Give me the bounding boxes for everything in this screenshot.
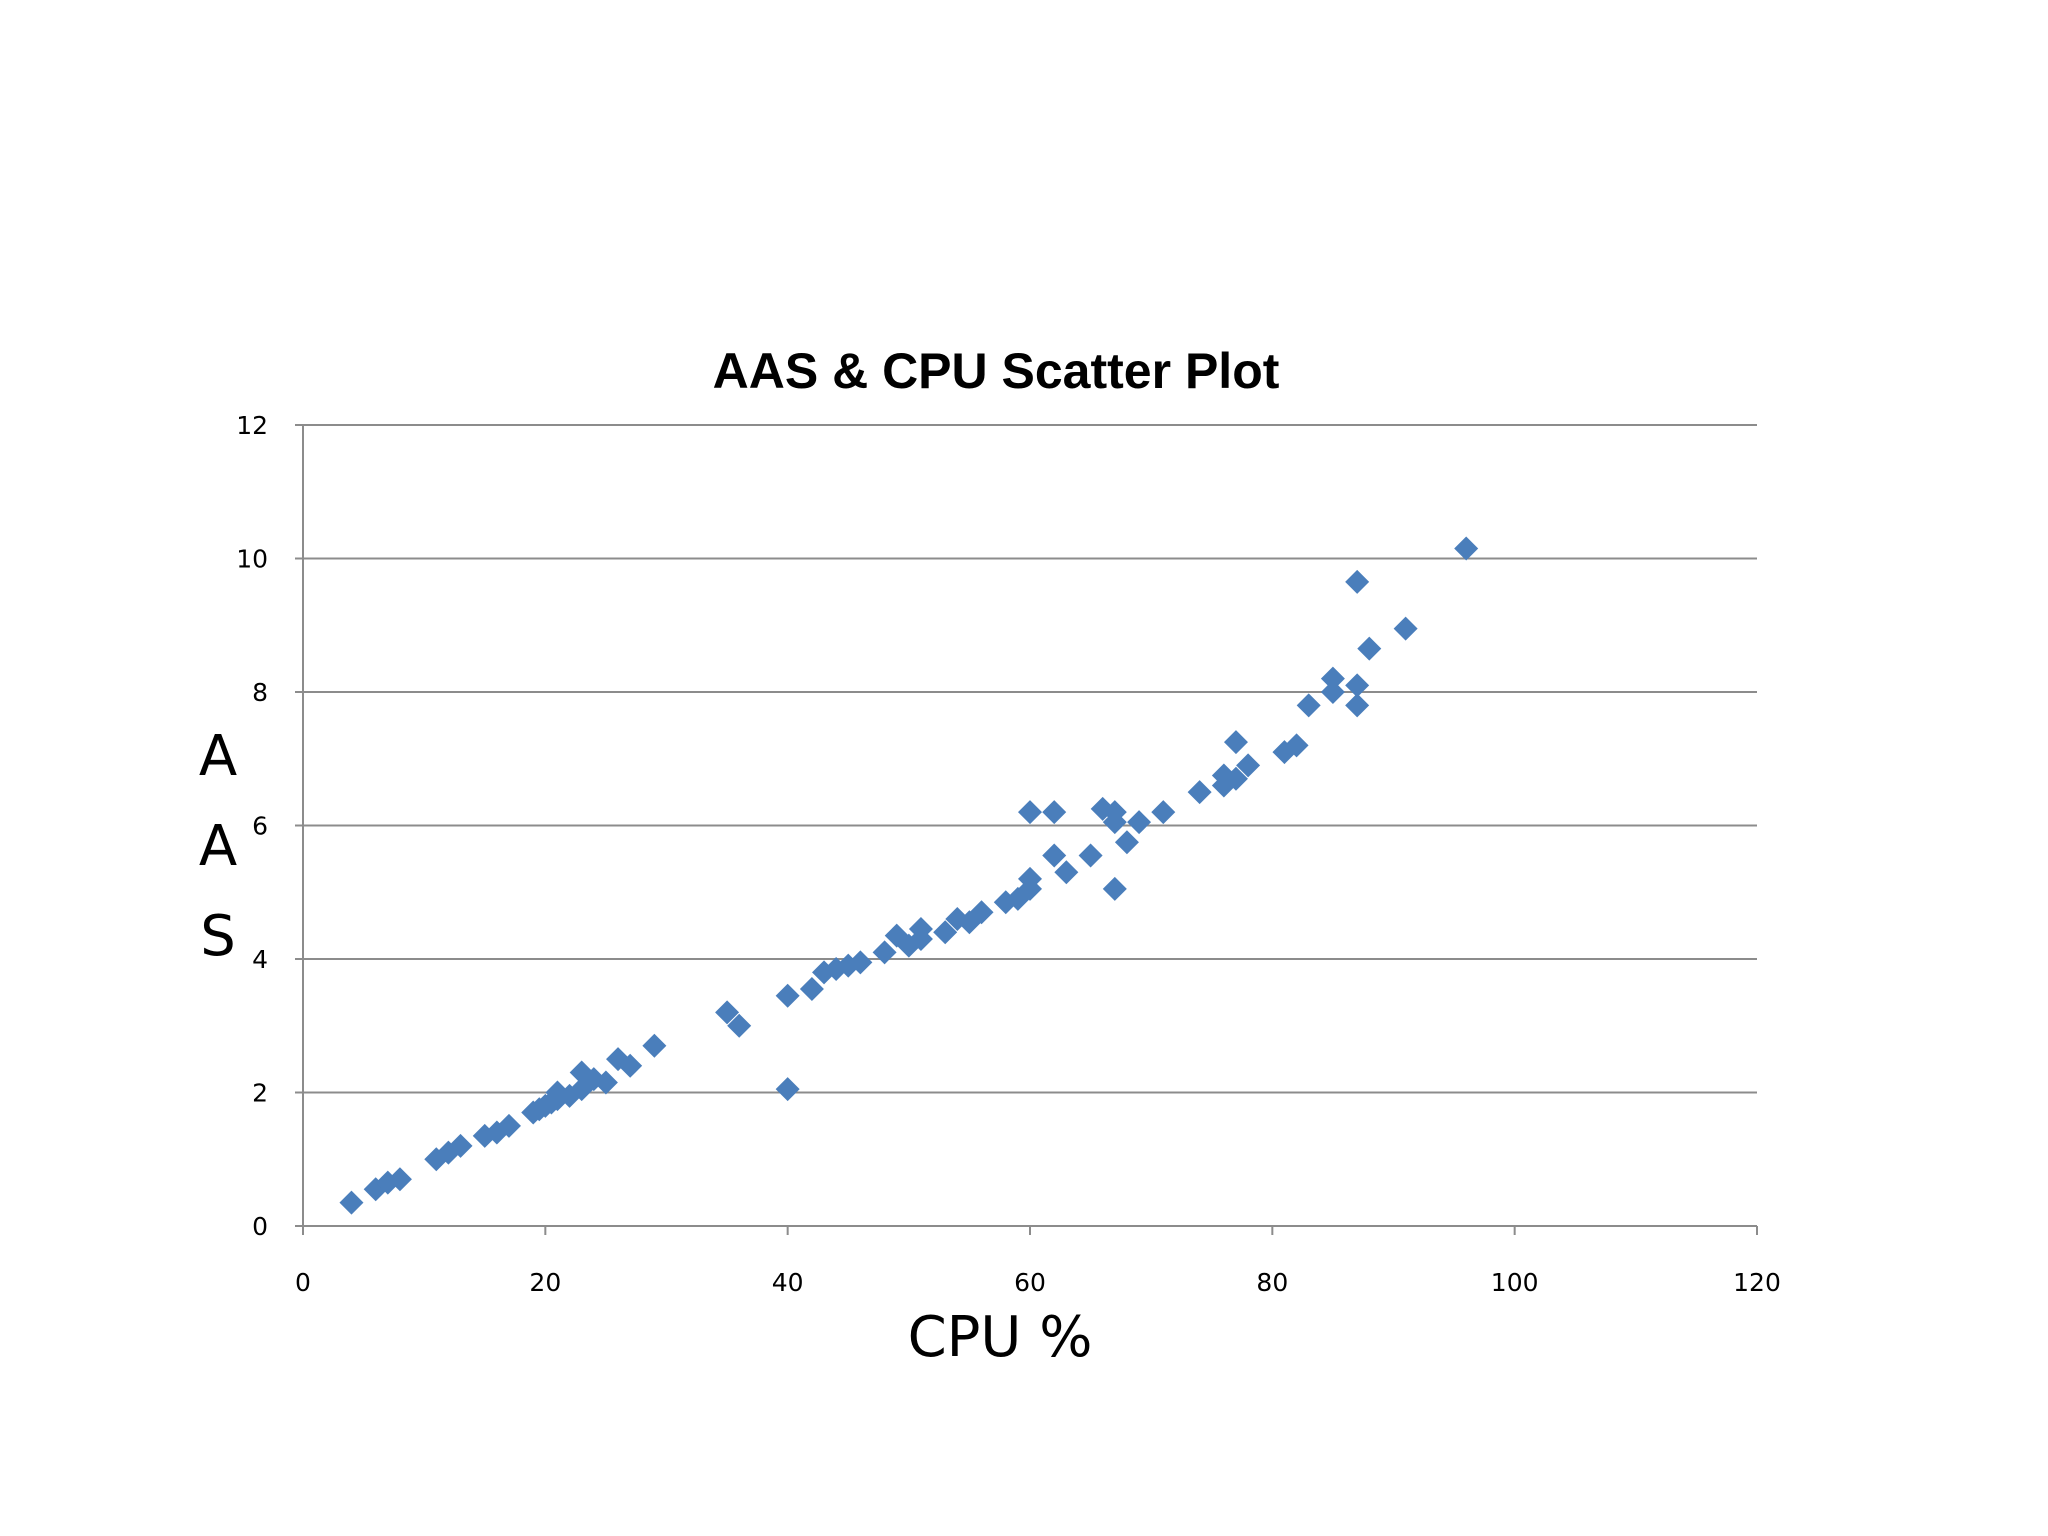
data-point — [1054, 860, 1079, 885]
data-point — [1320, 680, 1345, 704]
axes — [295, 424, 1758, 1235]
data-point — [908, 916, 933, 941]
data-point — [1454, 536, 1479, 561]
y-tick-label: 10 — [236, 545, 268, 574]
y-tick-label: 12 — [236, 411, 268, 440]
data-point — [1296, 693, 1321, 718]
data-point — [1236, 753, 1261, 778]
data-point — [933, 920, 958, 945]
data-point — [618, 1053, 643, 1078]
data-point — [642, 1033, 667, 1058]
y-axis-title-letter: S — [200, 904, 236, 969]
data-point — [1018, 866, 1042, 891]
data-point — [448, 1133, 473, 1158]
data-point — [1018, 800, 1042, 825]
data-point — [1345, 693, 1370, 718]
x-tick-label: 100 — [1491, 1268, 1539, 1297]
x-tick-label: 40 — [772, 1268, 804, 1297]
y-tick-label: 0 — [252, 1212, 268, 1241]
x-axis-title: CPU % — [908, 1305, 1093, 1370]
data-point — [1393, 616, 1418, 641]
y-tick-labels: 0 2 4 6 8 10 12 — [236, 411, 268, 1241]
data-point — [1284, 733, 1309, 758]
x-tick-labels: 0 20 40 60 80 100 120 — [295, 1268, 1781, 1297]
data-point — [872, 940, 897, 965]
data-point — [1223, 766, 1248, 791]
data-point — [1102, 876, 1127, 901]
data-point — [387, 1167, 412, 1192]
x-tick-label: 60 — [1014, 1268, 1046, 1297]
data-point — [775, 1077, 800, 1102]
data-point — [715, 1000, 740, 1025]
data-point — [1114, 830, 1139, 855]
y-tick-label: 8 — [252, 678, 268, 707]
gridlines — [303, 424, 1757, 1094]
data-point — [848, 950, 873, 975]
data-point — [1345, 569, 1370, 594]
data-point — [969, 900, 994, 925]
chart-title: AAS & CPU Scatter Plot — [713, 343, 1280, 399]
data-point — [775, 983, 800, 1008]
data-point — [593, 1070, 618, 1095]
y-tick-label: 6 — [252, 812, 268, 841]
y-axis-title-letter: A — [199, 724, 237, 789]
data-point — [1151, 800, 1176, 825]
data-point — [799, 977, 824, 1002]
data-point — [1357, 636, 1382, 661]
data-point — [1127, 810, 1152, 835]
data-point — [1042, 843, 1067, 868]
data-point — [339, 1190, 364, 1215]
data-point — [1320, 666, 1345, 691]
data-point — [1042, 800, 1067, 825]
data-point — [1187, 780, 1212, 805]
data-points — [339, 536, 1479, 1215]
y-axis-title: AAS — [199, 724, 237, 969]
data-point — [496, 1113, 521, 1138]
data-point — [727, 1013, 752, 1038]
x-tick-label: 120 — [1733, 1268, 1781, 1297]
data-point — [1078, 843, 1103, 868]
x-tick-label: 20 — [529, 1268, 561, 1297]
data-point — [1345, 673, 1370, 698]
x-tick-label: 80 — [1256, 1268, 1288, 1297]
y-tick-label: 4 — [252, 945, 268, 974]
y-axis-title-letter: A — [199, 814, 237, 879]
data-point — [1223, 730, 1248, 755]
y-tick-label: 2 — [252, 1079, 268, 1108]
data-point — [1102, 810, 1127, 835]
x-tick-label: 0 — [295, 1268, 311, 1297]
